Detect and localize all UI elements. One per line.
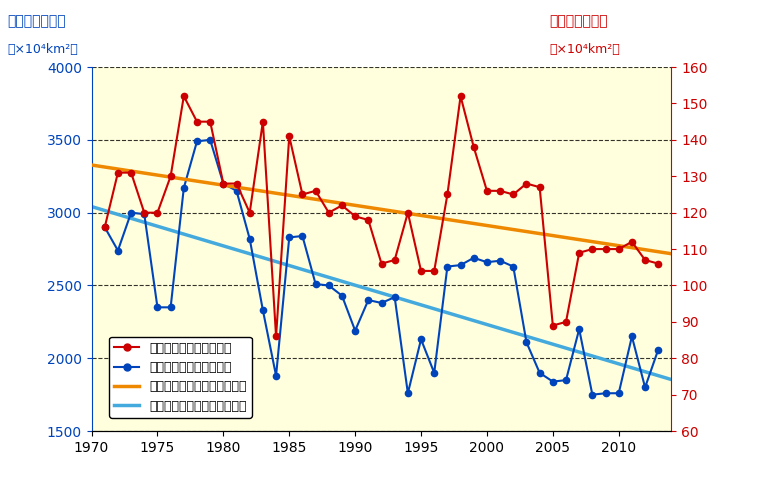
Text: （×10⁴km²）: （×10⁴km²） — [8, 43, 79, 56]
Text: 最大海氷域面積: 最大海氷域面積 — [549, 14, 608, 28]
Text: （×10⁴km²）: （×10⁴km²） — [549, 43, 620, 56]
Text: 積算海氷域面積: 積算海氷域面積 — [8, 14, 66, 28]
Legend: 最大海氷域面積（右軸）, 積算海氷域面積（左軸）, 最大海氷域面積（変化傾向）, 積算海氷域面積（変化傾向）: 最大海氷域面積（右軸）, 積算海氷域面積（左軸）, 最大海氷域面積（変化傾向）,… — [109, 337, 252, 418]
